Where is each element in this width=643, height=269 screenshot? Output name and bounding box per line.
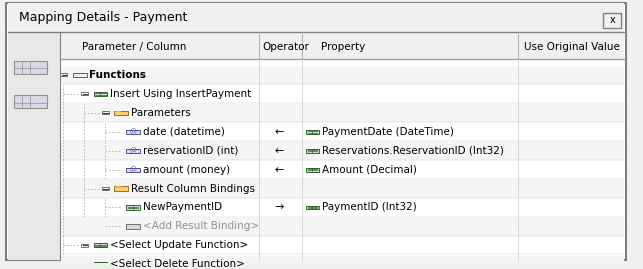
- Text: PaymentID (Int32): PaymentID (Int32): [322, 203, 417, 213]
- Bar: [8, 31, 60, 260]
- Bar: [102, 187, 109, 190]
- Text: Functions: Functions: [89, 70, 146, 80]
- Bar: [14, 61, 47, 74]
- Bar: [60, 123, 624, 141]
- Text: PaymentDate (DateTime): PaymentDate (DateTime): [322, 127, 454, 137]
- Bar: [116, 111, 121, 112]
- Text: Parameter / Column: Parameter / Column: [82, 42, 186, 52]
- Bar: [603, 13, 621, 28]
- Text: Property: Property: [321, 42, 365, 52]
- Text: <Select Delete Function>: <Select Delete Function>: [110, 259, 245, 269]
- Bar: [60, 142, 624, 160]
- Bar: [60, 67, 624, 84]
- Text: date (datetime): date (datetime): [143, 127, 224, 137]
- Bar: [102, 111, 109, 114]
- Bar: [307, 168, 319, 172]
- Text: Amount (Decimal): Amount (Decimal): [322, 165, 417, 175]
- Bar: [60, 180, 624, 198]
- Bar: [127, 148, 140, 153]
- Text: Use Original Value: Use Original Value: [525, 42, 620, 52]
- Text: Reservations.ReservationID (Int32): Reservations.ReservationID (Int32): [322, 146, 504, 156]
- Text: amount (money): amount (money): [143, 165, 230, 175]
- Bar: [127, 224, 140, 229]
- Bar: [60, 104, 624, 122]
- Bar: [116, 186, 121, 188]
- Bar: [307, 206, 319, 210]
- Bar: [60, 199, 624, 217]
- Text: ←: ←: [275, 165, 284, 175]
- Bar: [81, 93, 88, 95]
- Text: <Select Update Function>: <Select Update Function>: [110, 240, 248, 250]
- Bar: [60, 31, 624, 59]
- Bar: [60, 218, 624, 235]
- Bar: [93, 262, 107, 266]
- Bar: [93, 92, 107, 96]
- Text: <Add Result Binding>: <Add Result Binding>: [143, 221, 259, 231]
- Bar: [60, 256, 624, 269]
- Text: Result Column Bindings: Result Column Bindings: [131, 183, 255, 193]
- Bar: [114, 186, 128, 191]
- Bar: [60, 161, 624, 179]
- Text: @: @: [130, 129, 137, 135]
- Bar: [127, 130, 140, 134]
- Bar: [127, 205, 140, 210]
- Text: ←: ←: [275, 127, 284, 137]
- Text: NewPaymentID: NewPaymentID: [143, 203, 222, 213]
- Text: x: x: [610, 15, 615, 25]
- Text: @: @: [130, 147, 137, 154]
- Bar: [307, 149, 319, 153]
- Bar: [8, 3, 624, 31]
- Bar: [73, 73, 87, 77]
- Bar: [307, 130, 319, 134]
- Text: Mapping Details - Payment: Mapping Details - Payment: [19, 10, 187, 24]
- Bar: [60, 86, 624, 103]
- Bar: [60, 73, 68, 76]
- Bar: [14, 95, 47, 108]
- Text: Parameters: Parameters: [131, 108, 190, 118]
- Text: Operator: Operator: [262, 42, 309, 52]
- Text: @: @: [130, 166, 137, 173]
- Bar: [60, 237, 624, 254]
- Bar: [127, 168, 140, 172]
- Text: reservationID (int): reservationID (int): [143, 146, 238, 156]
- Text: Insert Using InsertPayment: Insert Using InsertPayment: [110, 89, 251, 99]
- Bar: [93, 243, 107, 247]
- Bar: [81, 263, 88, 266]
- Bar: [81, 244, 88, 247]
- Text: ←: ←: [275, 146, 284, 156]
- Bar: [114, 111, 128, 115]
- Text: →: →: [275, 203, 284, 213]
